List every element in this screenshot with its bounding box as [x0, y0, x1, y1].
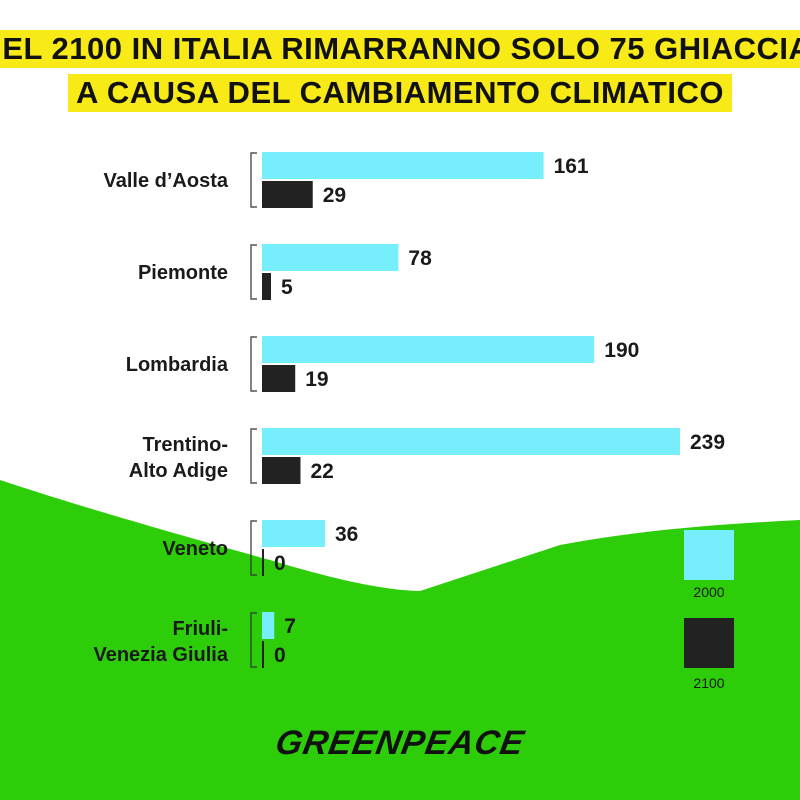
category-label-line-1: Trentino- [142, 434, 228, 456]
bar-2100 [262, 457, 301, 484]
bar-2100 [262, 181, 313, 208]
bar-2000 [262, 244, 399, 271]
value-label-2000: 239 [690, 431, 725, 454]
group-bracket [250, 336, 257, 392]
value-label-2000: 78 [408, 247, 432, 270]
value-label-2000: 36 [335, 523, 358, 546]
group-bracket [250, 244, 257, 300]
group-bracket [250, 428, 257, 484]
legend-label-2000: 2000 [693, 584, 724, 600]
value-label-2100: 0 [274, 552, 286, 575]
bar-2000 [262, 520, 325, 547]
category-label-line-2: Venezia Giulia [93, 644, 228, 666]
greenpeace-logo: GREENPEACE [272, 724, 528, 762]
legend-label-2100: 2100 [693, 675, 724, 691]
value-label-2100: 5 [281, 276, 293, 299]
category-label-line-1: Friuli- [172, 618, 228, 640]
category-label: Lombardia [126, 354, 229, 376]
category-label-line-2: Alto Adige [129, 460, 228, 482]
value-label-2000: 190 [604, 339, 639, 362]
value-label-2100: 29 [323, 184, 346, 207]
legend-swatch-2100 [684, 618, 734, 668]
group-bracket [250, 520, 257, 576]
value-label-2100: 19 [305, 368, 328, 391]
title-line-1: NEL 2100 IN ITALIA RIMARRANNO SOLO 75 GH… [0, 30, 800, 68]
legend-swatch-2000 [684, 530, 734, 580]
value-label-2100: 0 [274, 644, 286, 667]
value-label-2000: 7 [284, 615, 296, 638]
category-label: Valle d’Aosta [104, 170, 229, 192]
bar-2000 [262, 428, 680, 455]
bar-2000 [262, 152, 544, 179]
title-line-2: A CAUSA DEL CAMBIAMENTO CLIMATICO [68, 74, 732, 112]
group-bracket [250, 152, 257, 208]
value-label-2000: 161 [554, 155, 589, 178]
bar-2000 [262, 336, 595, 363]
bar-2000 [262, 612, 275, 639]
bar-2100 [262, 365, 296, 392]
bar-2100 [262, 273, 271, 300]
category-label: Veneto [162, 538, 228, 560]
value-label-2100: 22 [310, 460, 333, 483]
group-bracket [250, 612, 257, 668]
category-label: Piemonte [138, 262, 228, 284]
